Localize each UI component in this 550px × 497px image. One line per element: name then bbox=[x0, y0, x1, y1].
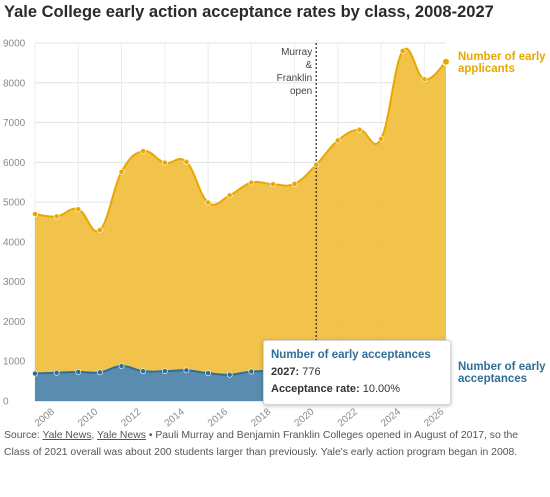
source-prefix: Source: bbox=[4, 430, 40, 441]
x-tick-label-2018: 2018 bbox=[249, 406, 273, 428]
y-tick-label-0: 0 bbox=[3, 397, 9, 408]
x-tick-label-2024: 2024 bbox=[379, 406, 403, 428]
data-point-1-2011 bbox=[96, 369, 103, 376]
acceptances-label-line2: acceptances bbox=[458, 373, 527, 385]
data-point-0-2015 bbox=[183, 159, 190, 165]
annotation-text-1: & bbox=[306, 60, 313, 71]
x-tick-label-2014: 2014 bbox=[163, 406, 187, 428]
annotation: Murray & Franklin open bbox=[277, 43, 317, 401]
x-tick-label-2008: 2008 bbox=[33, 406, 57, 428]
data-point-0-2020 bbox=[291, 180, 298, 187]
data-point-0-2026 bbox=[421, 76, 428, 83]
data-point-0-2021 bbox=[313, 161, 320, 168]
annotation-text-3: open bbox=[290, 86, 312, 97]
data-point-0-2008 bbox=[32, 211, 38, 217]
data-point-0-2018 bbox=[248, 179, 255, 186]
tooltip: Number of early acceptances 2027: 776 Ac… bbox=[263, 340, 451, 405]
annotation-text-0: Murray bbox=[281, 47, 312, 58]
annotation-text-2: Franklin bbox=[277, 73, 313, 84]
x-tick-label-2020: 2020 bbox=[292, 406, 316, 428]
y-tick-label-3000: 3000 bbox=[3, 277, 26, 288]
data-point-1-2010 bbox=[75, 369, 82, 375]
tooltip-title: Number of early acceptances bbox=[271, 349, 431, 361]
y-tick-label-5000: 5000 bbox=[3, 198, 26, 209]
source-link-2[interactable]: Yale News bbox=[97, 430, 146, 441]
data-point-0-2025 bbox=[399, 48, 406, 54]
source-link-1[interactable]: Yale News bbox=[42, 430, 92, 441]
tooltip-year-value: 776 bbox=[302, 366, 321, 378]
data-point-1-2014 bbox=[161, 368, 168, 375]
data-point-0-2009 bbox=[53, 213, 60, 220]
y-tick-label-4000: 4000 bbox=[3, 237, 26, 248]
footer-note: • Pauli Murray and Benjamin Franklin Col… bbox=[4, 430, 519, 458]
x-tick-label-2010: 2010 bbox=[76, 406, 100, 428]
data-point-0-2019 bbox=[270, 181, 276, 188]
data-point-1-2009 bbox=[53, 369, 60, 376]
data-point-0-2014 bbox=[161, 159, 168, 166]
data-point-1-2013 bbox=[140, 368, 147, 375]
tooltip-value-row: 2027: 776 bbox=[271, 364, 443, 381]
x-tick-label-2012: 2012 bbox=[119, 406, 143, 428]
y-tick-label-1000: 1000 bbox=[3, 357, 26, 368]
chart-title: Yale College early action acceptance rat… bbox=[4, 3, 494, 21]
data-point-0-2024 bbox=[378, 135, 385, 142]
y-tick-label-8000: 8000 bbox=[3, 78, 26, 89]
data-point-0-2027 bbox=[441, 57, 451, 66]
source-note: Source: Yale News, Yale News • Pauli Mur… bbox=[4, 428, 546, 461]
data-point-1-2015 bbox=[183, 367, 190, 374]
data-point-0-2011 bbox=[96, 227, 103, 233]
y-tick-label-9000: 9000 bbox=[3, 39, 26, 50]
y-tick-label-7000: 7000 bbox=[3, 118, 26, 129]
data-point-0-2016 bbox=[205, 199, 211, 206]
x-tick-label-2022: 2022 bbox=[336, 406, 360, 428]
series-labels: Number of early applicants Number of ear… bbox=[458, 51, 546, 385]
data-point-0-2013 bbox=[140, 148, 147, 155]
data-point-0-2012 bbox=[118, 168, 125, 175]
data-point-1-2018 bbox=[248, 368, 255, 375]
y-tick-label-6000: 6000 bbox=[3, 158, 26, 169]
x-tick-label-2026: 2026 bbox=[422, 406, 446, 428]
data-point-0-2023 bbox=[356, 126, 363, 133]
data-point-0-2017 bbox=[226, 192, 233, 199]
data-point-0-2022 bbox=[334, 137, 341, 144]
tooltip-rate-row: Acceptance rate: 10.00% bbox=[271, 381, 443, 398]
data-point-0-2010 bbox=[75, 206, 82, 213]
data-point-1-2008 bbox=[32, 370, 38, 377]
tooltip-rate-label: Acceptance rate: bbox=[271, 383, 360, 395]
applicants-label-line1: Number of early bbox=[458, 51, 546, 63]
source-sep: , bbox=[91, 430, 95, 441]
data-point-1-2012 bbox=[118, 363, 125, 369]
applicants-label-line2: applicants bbox=[458, 63, 515, 75]
data-point-1-2016 bbox=[205, 370, 211, 377]
y-tick-label-2000: 2000 bbox=[3, 317, 26, 328]
tooltip-rate-value: 10.00% bbox=[362, 383, 401, 395]
acceptances-label-line1: Number of early bbox=[458, 361, 546, 373]
x-tick-label-2016: 2016 bbox=[206, 406, 230, 428]
data-point-1-2017 bbox=[226, 371, 233, 378]
tooltip-year-label: 2027: bbox=[271, 366, 300, 378]
